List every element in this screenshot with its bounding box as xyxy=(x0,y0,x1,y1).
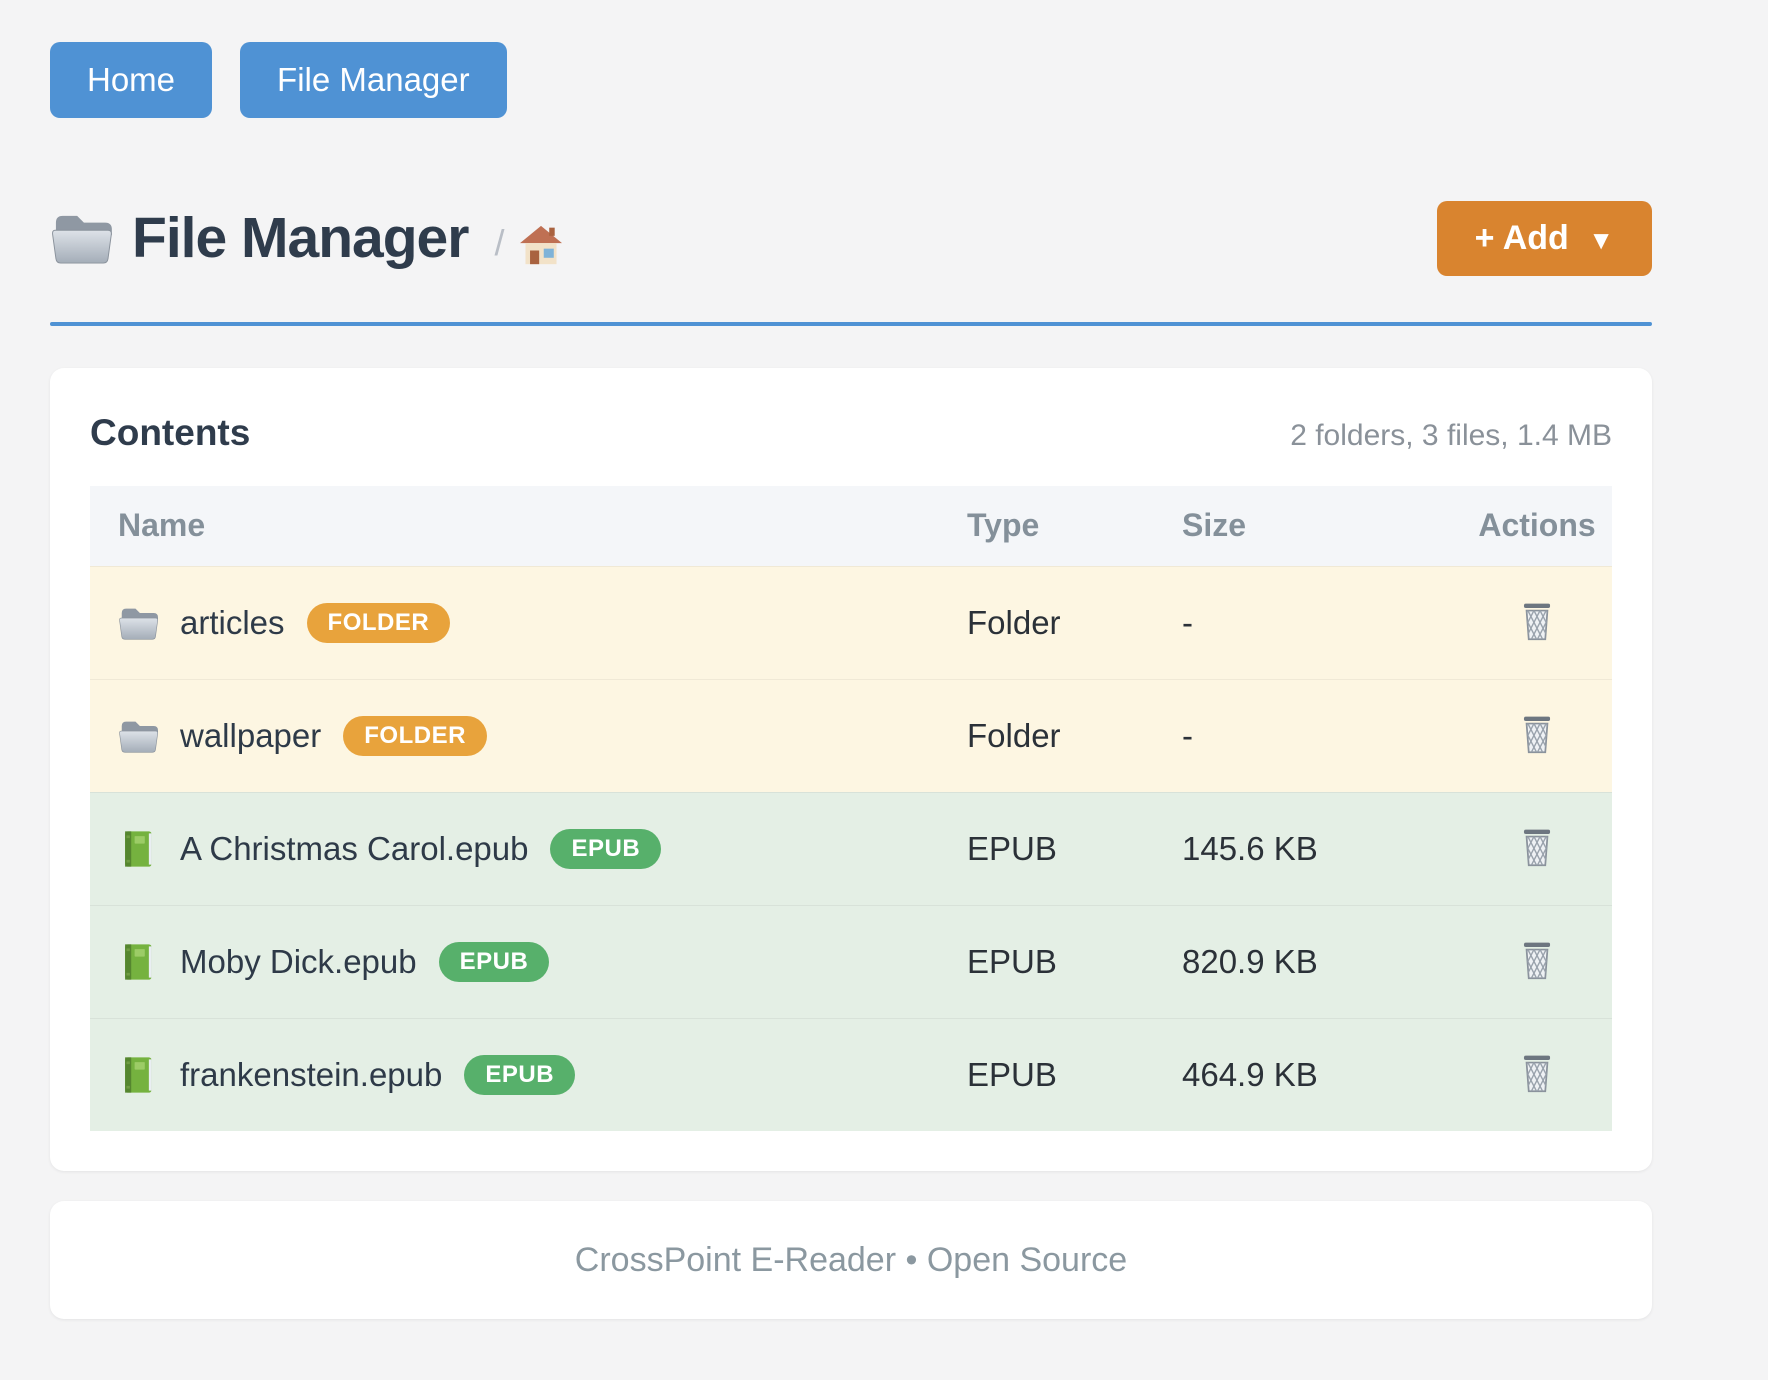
book-icon xyxy=(118,1056,158,1094)
top-nav: Home File Manager xyxy=(50,42,1652,118)
title-group: File Manager / xyxy=(50,205,564,271)
contents-heading: Contents xyxy=(90,412,251,453)
page-header: File Manager / + Add ▼ xyxy=(50,188,1652,288)
delete-button[interactable] xyxy=(1515,1049,1559,1097)
table-row: wallpaper FOLDER Folder - xyxy=(90,679,1612,792)
book-icon xyxy=(118,943,158,981)
table-row: frankenstein.epub EPUB EPUB 464.9 KB xyxy=(90,1018,1612,1131)
epub-badge: EPUB xyxy=(438,941,550,982)
trash-icon xyxy=(1519,827,1555,867)
epub-badge: EPUB xyxy=(464,1054,576,1095)
card-header: Contents 2 folders, 3 files, 1.4 MB xyxy=(90,408,1612,454)
size-cell: - xyxy=(1182,603,1193,641)
contents-summary: 2 folders, 3 files, 1.4 MB xyxy=(1290,419,1612,452)
folder-icon xyxy=(118,717,158,755)
type-cell: Folder xyxy=(967,716,1061,754)
type-cell: EPUB xyxy=(967,829,1057,867)
home-icon[interactable] xyxy=(518,224,564,266)
delete-button[interactable] xyxy=(1515,597,1559,645)
folder-link[interactable]: articles xyxy=(180,603,285,641)
nav-home-button[interactable]: Home xyxy=(50,42,213,118)
column-header-name: Name xyxy=(90,486,967,566)
delete-button[interactable] xyxy=(1515,936,1559,984)
footer-text: CrossPoint E-Reader • Open Source xyxy=(574,1240,1128,1279)
file-link[interactable]: Moby Dick.epub xyxy=(180,942,417,980)
column-header-actions: Actions xyxy=(1462,486,1612,566)
trash-icon xyxy=(1519,601,1555,641)
folder-link[interactable]: wallpaper xyxy=(180,716,322,754)
header-divider xyxy=(50,322,1652,326)
file-link[interactable]: frankenstein.epub xyxy=(180,1055,443,1093)
column-header-type: Type xyxy=(967,486,1182,566)
type-cell: EPUB xyxy=(967,942,1057,980)
epub-badge: EPUB xyxy=(550,828,662,869)
trash-icon xyxy=(1519,1053,1555,1093)
book-icon xyxy=(118,830,158,868)
delete-button[interactable] xyxy=(1515,710,1559,758)
folder-icon xyxy=(50,211,112,265)
table-row: A Christmas Carol.epub EPUB EPUB 145.6 K… xyxy=(90,792,1612,905)
chevron-down-icon: ▼ xyxy=(1588,224,1614,255)
breadcrumb-separator: / xyxy=(494,222,505,263)
folder-badge: FOLDER xyxy=(343,715,487,756)
table-row: articles FOLDER Folder - xyxy=(90,566,1612,679)
trash-icon xyxy=(1519,940,1555,980)
size-cell: 820.9 KB xyxy=(1182,942,1318,980)
trash-icon xyxy=(1519,714,1555,754)
delete-button[interactable] xyxy=(1515,823,1559,871)
folder-badge: FOLDER xyxy=(306,602,451,643)
add-button[interactable]: + Add ▼ xyxy=(1436,200,1652,276)
table-row: Moby Dick.epub EPUB EPUB 820.9 KB xyxy=(90,905,1612,1018)
nav-file-manager-button[interactable]: File Manager xyxy=(240,42,507,118)
footer: CrossPoint E-Reader • Open Source xyxy=(50,1201,1652,1319)
add-button-label: + Add xyxy=(1474,218,1569,257)
table-header-row: Name Type Size Actions xyxy=(90,486,1612,566)
page-title: File Manager xyxy=(132,206,469,270)
folder-icon xyxy=(118,604,158,642)
column-header-size: Size xyxy=(1182,486,1462,566)
type-cell: Folder xyxy=(967,603,1061,641)
page: Home File Manager File Manager / + Add ▼… xyxy=(50,0,1652,1319)
file-link[interactable]: A Christmas Carol.epub xyxy=(180,829,529,867)
size-cell: 464.9 KB xyxy=(1182,1055,1318,1093)
contents-card: Contents 2 folders, 3 files, 1.4 MB Name… xyxy=(50,368,1652,1171)
file-table: Name Type Size Actions articles FOLDER xyxy=(90,486,1612,1131)
type-cell: EPUB xyxy=(967,1055,1057,1093)
size-cell: 145.6 KB xyxy=(1182,829,1318,867)
size-cell: - xyxy=(1182,716,1193,754)
